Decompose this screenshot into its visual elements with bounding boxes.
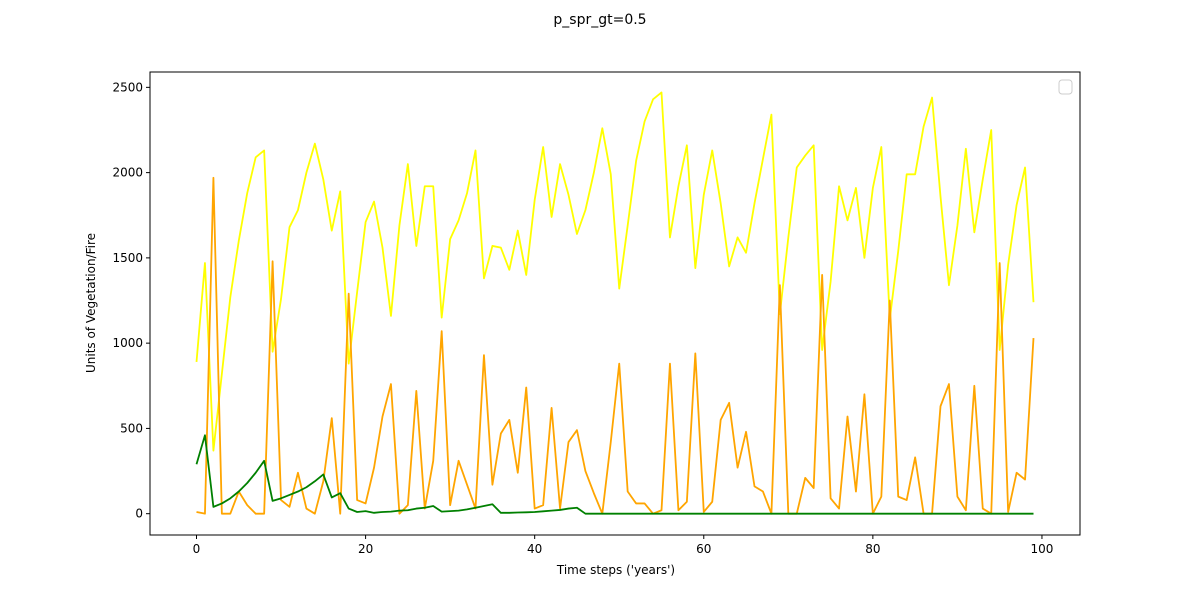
series-line-0 [195, 91, 1035, 452]
y-tick-label: 500 [120, 421, 143, 435]
y-tick-label: 2000 [112, 166, 143, 180]
y-axis-ticks: 0 500 1000 1500 2000 2500 [112, 80, 150, 521]
plot-area: 0 20 40 60 80 100 0 500 1000 1500 2000 2500 [112, 71, 1081, 556]
series-line-2 [195, 434, 1034, 515]
x-tick-label: 80 [865, 542, 880, 556]
x-tick-label: 100 [1031, 542, 1054, 556]
y-tick-label: 1500 [112, 251, 143, 265]
series-line-1 [196, 176, 1035, 515]
x-tick-label: 40 [527, 542, 542, 556]
x-axis-ticks: 0 20 40 60 80 100 [193, 535, 1054, 556]
x-tick-label: 60 [696, 542, 711, 556]
y-tick-label: 1000 [112, 336, 143, 350]
y-axis-label: Units of Vegetation/Fire [84, 233, 98, 373]
plot-frame [149, 71, 1081, 536]
x-tick-label: 20 [358, 542, 373, 556]
y-tick-label: 2500 [112, 80, 143, 94]
series-layer [195, 91, 1035, 515]
x-tick-label: 0 [193, 542, 201, 556]
x-axis-label: Time steps ('years') [556, 563, 675, 577]
y-tick-label: 0 [135, 507, 143, 521]
legend-box [1058, 79, 1073, 95]
chart-title: p_spr_gt=0.5 [553, 12, 646, 28]
